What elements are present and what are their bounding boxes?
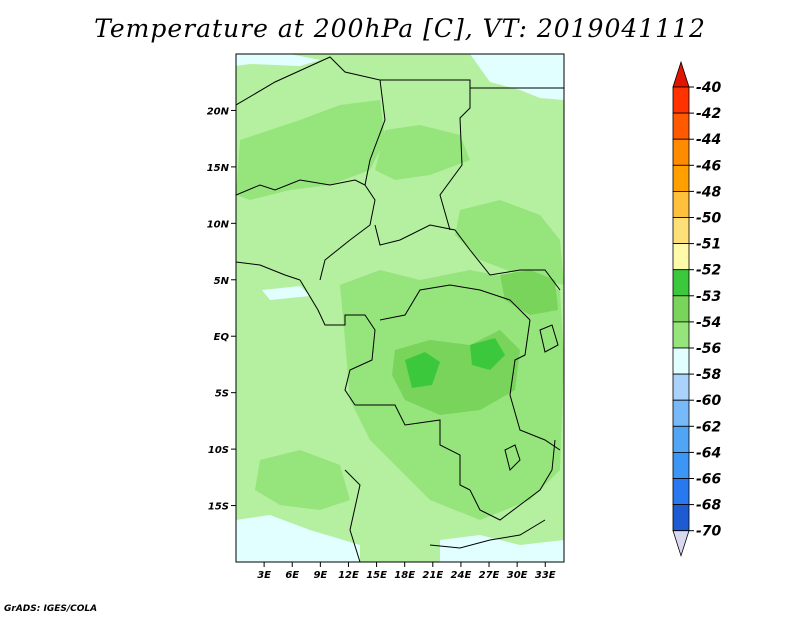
colorbar-swatch	[672, 321, 690, 349]
lat-tick-label: EQ	[214, 332, 230, 343]
colorbar-label: -58	[696, 367, 722, 383]
colorbar-label: -64	[696, 445, 721, 461]
shade-region-cold-patch	[262, 286, 310, 300]
lon-tick-label: 33E	[535, 570, 556, 581]
latitude-ticks: 20N 15N 10N 5N EQ 5S 10S 15S	[207, 106, 236, 513]
colorbar-label: -56	[696, 341, 722, 357]
shade-region-north-center	[375, 125, 470, 180]
shade-region-cold-southeast	[440, 535, 564, 562]
colorbar-swatch	[672, 295, 690, 323]
credit-label: GrADS: IGES/COLA	[4, 604, 98, 614]
border-line	[355, 404, 471, 491]
colorbar-label: -46	[696, 158, 722, 174]
lon-tick-label: 21E	[422, 570, 443, 581]
temperature-shading	[236, 54, 564, 562]
shade-region-darkest-east	[470, 338, 505, 370]
colorbar-swatch	[672, 269, 690, 297]
shade-region-northwest	[236, 100, 385, 200]
shade-region-cold-south	[236, 515, 360, 562]
lat-tick-label: 20N	[207, 106, 230, 117]
lat-tick-label: 15N	[207, 163, 230, 174]
colorbar-label: -60	[696, 393, 722, 409]
border-line	[379, 284, 531, 321]
colorbar-swatch	[672, 373, 690, 401]
shade-region-east	[455, 200, 564, 285]
colorbar-swatch	[672, 243, 690, 271]
lon-tick-label: 18E	[394, 570, 415, 581]
lon-tick-label: 15E	[366, 570, 387, 581]
colorbar-swatch	[672, 138, 690, 166]
shade-region-southwest	[255, 450, 350, 510]
longitude-ticks: 3E 6E 9E 12E 15E 18E 21E 24E 27E 30E 33E	[257, 562, 556, 581]
shade-region-dark-east	[500, 270, 558, 315]
colorbar-bottom-triangle	[672, 530, 690, 558]
lon-tick-label: 24E	[451, 570, 472, 581]
lon-tick-label: 3E	[257, 570, 271, 581]
lake-outline	[539, 324, 559, 353]
lon-tick-label: 6E	[285, 570, 299, 581]
lon-tick-label: 9E	[313, 570, 327, 581]
border-line	[469, 439, 556, 521]
colorbar-top-triangle	[672, 60, 690, 88]
colorbar-swatch	[672, 164, 690, 192]
colorbar-swatch	[672, 86, 690, 114]
colorbar-label: -62	[696, 419, 721, 435]
colorbar-label: -50	[696, 211, 722, 227]
colorbar-swatch	[672, 190, 690, 218]
colorbar-swatch	[672, 478, 690, 506]
border-line	[299, 279, 376, 406]
colorbar-label: -48	[696, 184, 722, 200]
colorbar-swatch	[672, 217, 690, 245]
colorbar-label: -66	[696, 472, 722, 488]
map-frame	[235, 53, 565, 563]
colorbar-swatch	[672, 425, 690, 453]
lon-tick-label: 12E	[338, 570, 359, 581]
lon-tick-label: 27E	[479, 570, 500, 581]
shade-region-cold-north	[236, 54, 320, 66]
border-line	[236, 56, 386, 186]
lat-tick-label: 5N	[214, 276, 230, 287]
lon-tick-label: 30E	[507, 570, 528, 581]
colorbar-swatch	[672, 112, 690, 140]
colorbar-swatch	[672, 451, 690, 479]
border-line	[374, 224, 561, 291]
country-borders	[236, 56, 564, 562]
border-line	[380, 79, 471, 231]
colorbar-label: -70	[696, 524, 722, 540]
border-line	[509, 319, 561, 451]
colorbar-swatch	[672, 504, 690, 532]
lat-tick-label: 5S	[215, 389, 229, 400]
map-area	[236, 54, 564, 562]
colorbar-label: -68	[696, 498, 722, 514]
border-line	[236, 261, 301, 281]
colorbar-swatch	[672, 399, 690, 427]
colorbar-label: -42	[696, 106, 721, 122]
colorbar-label: -51	[696, 237, 721, 253]
shade-region-darkest	[405, 352, 440, 388]
map-title: Temperature at 200hPa [C], VT: 201904111…	[94, 14, 706, 43]
colorbar-label: -52	[696, 263, 721, 279]
colorbar-label: -40	[696, 80, 722, 96]
lat-tick-label: 15S	[208, 502, 229, 513]
colorbar-label: -53	[696, 289, 721, 305]
colorbar-swatch	[672, 347, 690, 375]
colorbar: -40 -42 -44 -46 -48 -50 -51 -52 -53 -54 -56 -58 -60 -…	[672, 60, 722, 558]
lake-outline	[504, 444, 521, 471]
colorbar-label: -54	[696, 315, 721, 331]
colorbar-label: -44	[696, 132, 721, 148]
border-line	[429, 519, 546, 549]
lat-tick-label: 10N	[207, 219, 230, 230]
border-line	[236, 179, 376, 281]
lat-tick-label: 10S	[208, 445, 229, 456]
border-line	[344, 469, 361, 562]
